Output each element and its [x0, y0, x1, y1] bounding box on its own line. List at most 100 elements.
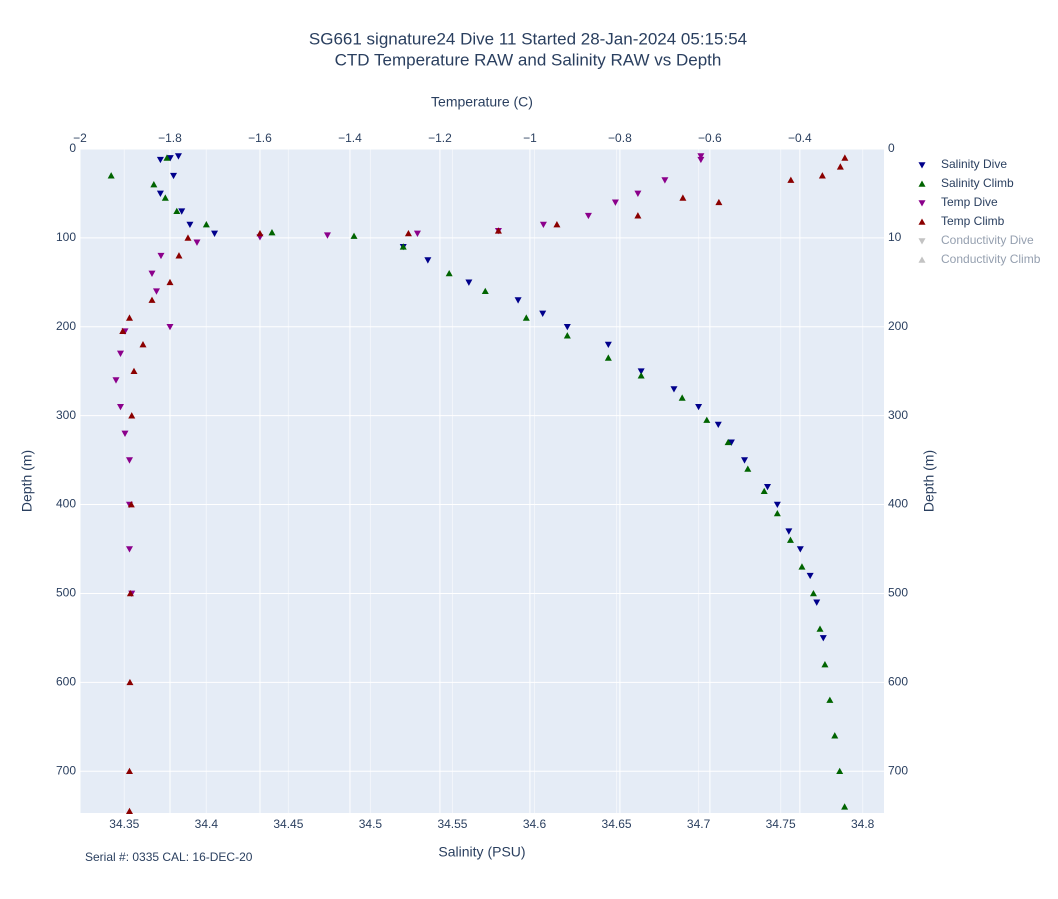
data-point	[175, 252, 183, 259]
data-point	[157, 252, 165, 260]
data-point	[186, 221, 194, 229]
data-point	[798, 563, 806, 570]
data-point	[256, 229, 264, 237]
data-point	[522, 314, 530, 321]
legend-label: Conductivity Dive	[941, 233, 1034, 247]
y2-tick-label: 10	[888, 230, 902, 244]
y2-tick-label: 500	[888, 586, 908, 600]
data-point	[166, 155, 174, 162]
legend-symbol	[918, 238, 926, 245]
data-point	[670, 386, 678, 393]
data-point	[831, 732, 839, 739]
y-tick-label: 400	[56, 497, 76, 511]
data-point	[584, 212, 592, 220]
y2-tick-label: 600	[888, 675, 908, 689]
data-point	[350, 232, 358, 239]
legend-symbol	[918, 200, 926, 207]
data-point	[786, 536, 794, 543]
x-axis-title: Salinity (PSU)	[438, 844, 525, 860]
data-point	[148, 296, 156, 303]
x2-tick-label: −0.6	[698, 131, 722, 145]
x2-tick-label: −0.8	[608, 131, 632, 145]
y-tick-label: 200	[56, 319, 76, 333]
data-point	[695, 403, 703, 411]
data-point	[741, 457, 749, 464]
data-point	[818, 172, 826, 179]
data-point	[399, 243, 407, 250]
data-point	[678, 394, 686, 401]
data-point	[125, 807, 133, 815]
x-tick-label: 34.45	[273, 817, 303, 831]
data-point	[539, 310, 547, 317]
data-point	[148, 270, 156, 277]
data-point	[116, 350, 124, 357]
data-point	[445, 269, 453, 277]
data-point	[130, 367, 138, 375]
data-point	[563, 323, 571, 331]
data-point	[150, 181, 158, 188]
data-point	[661, 177, 669, 184]
data-point	[170, 172, 178, 180]
data-point	[174, 153, 182, 160]
data-point	[816, 625, 824, 632]
data-point	[119, 327, 127, 335]
y2-tick-label: 0	[888, 141, 895, 155]
x-tick-label: 34.55	[437, 817, 467, 831]
data-point	[714, 421, 722, 429]
data-point	[841, 803, 849, 810]
data-point	[166, 278, 174, 286]
data-point	[826, 696, 834, 703]
y-tick-label: 0	[69, 141, 76, 155]
data-point	[424, 257, 432, 264]
data-point	[724, 438, 732, 446]
y2-tick-label: 400	[888, 497, 908, 511]
data-point	[634, 212, 642, 219]
y2-axis-title: Depth (m)	[921, 450, 937, 512]
data-point	[553, 221, 561, 228]
data-point	[836, 767, 844, 775]
data-point	[744, 465, 752, 472]
data-point	[715, 198, 723, 206]
data-point	[679, 194, 687, 201]
data-point	[494, 227, 502, 234]
data-point	[604, 341, 612, 349]
data-point	[163, 154, 171, 161]
chart-subtitle: CTD Temperature RAW and Salinity RAW vs …	[335, 50, 722, 69]
data-point	[178, 208, 186, 215]
data-point	[819, 635, 827, 642]
data-point	[112, 377, 120, 384]
legend-label: Temp Climb	[941, 214, 1005, 228]
data-point	[125, 457, 133, 464]
data-point	[116, 403, 124, 411]
data-point	[787, 176, 795, 183]
data-point	[773, 509, 781, 517]
x-tick-label: 34.4	[195, 817, 219, 831]
annotation: Serial #: 0335 CAL: 16-DEC-20	[85, 850, 253, 864]
chart-title: SG661 signature24 Dive 11 Started 28-Jan…	[309, 29, 747, 48]
y-tick-label: 100	[56, 230, 76, 244]
x-tick-label: 34.65	[602, 817, 632, 831]
legend-symbol	[918, 162, 926, 169]
data-point	[785, 528, 793, 535]
data-point	[126, 678, 134, 686]
data-point	[404, 229, 412, 237]
data-point	[836, 163, 844, 170]
x-tick-label: 34.7	[687, 817, 711, 831]
data-point	[539, 221, 547, 229]
x2-tick-label: −1.6	[248, 131, 272, 145]
data-point	[211, 230, 219, 237]
y-tick-label: 300	[56, 408, 76, 422]
data-point	[193, 239, 201, 246]
data-point	[637, 368, 645, 375]
x-tick-label: 34.5	[359, 817, 383, 831]
data-point	[813, 599, 821, 606]
data-point	[125, 546, 133, 553]
data-point	[121, 430, 129, 437]
data-point	[611, 199, 619, 206]
data-point	[563, 332, 571, 339]
data-point	[727, 439, 735, 446]
marks	[107, 153, 849, 815]
y2-tick-label: 300	[888, 408, 908, 422]
x-tick-label: 34.35	[109, 817, 139, 831]
legend-symbol	[918, 218, 926, 225]
